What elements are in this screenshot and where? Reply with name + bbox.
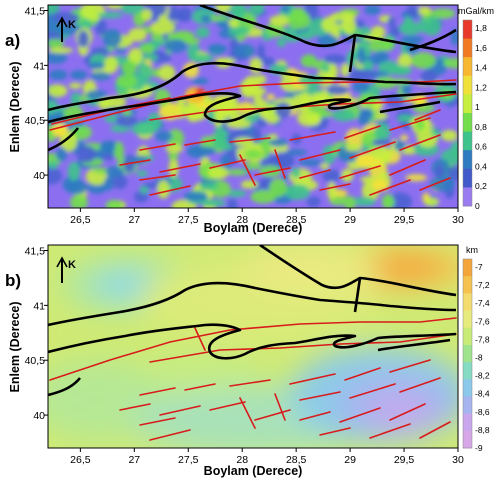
x-axis-title-b: Boylam (Derece) [204, 464, 303, 478]
colorbar-label: -7,4 [475, 298, 490, 308]
x-tick-label: 29 [344, 214, 356, 226]
colorbar-label: -8 [475, 353, 483, 363]
colorbar-a: 1,8 1,6 1,4 1,2 1 0,8 0,6 0,4 0,2 0 mGal/km [458, 6, 494, 211]
x-tick-label: 26,5 [70, 214, 91, 226]
basement-depth-map [48, 245, 458, 448]
colorbar-label: 0,4 [475, 161, 487, 171]
colorbar-segment [463, 430, 472, 449]
north-arrow-a: K [56, 16, 76, 42]
colorbar-segment [463, 293, 472, 312]
y-tick-label: 40 [33, 170, 45, 182]
map-frame-b [47, 244, 459, 449]
y-axis-title-b: Enlem (Derece) [8, 301, 22, 392]
y-tick-label: 41 [33, 300, 45, 312]
colorbar-label: 1,2 [475, 82, 487, 92]
gravity-gradient-map [48, 5, 458, 208]
y-axis-b: 41,5 41 40,5 40 [25, 245, 48, 422]
x-tick-label: 30 [452, 454, 464, 466]
colorbar-label: -8,2 [475, 371, 490, 381]
y-tick-label: 41,5 [25, 245, 46, 257]
colorbar-segment [463, 187, 472, 207]
colorbar-unit: km [466, 245, 478, 255]
colorbar-label: -7,8 [475, 334, 490, 344]
x-tick-label: 28 [236, 214, 248, 226]
x-tick-label: 30 [452, 214, 464, 226]
y-axis-a: 41,5 41 40,5 40 [25, 5, 48, 182]
x-tick-label: 28 [236, 454, 248, 466]
colorbar-label: 1,4 [475, 63, 487, 73]
x-axis-b: 26,5 27 27,5 28 28,5 29 29,5 30 [70, 448, 464, 466]
colorbar-segment [463, 344, 472, 363]
x-tick-label: 27 [128, 454, 140, 466]
panel-letter-b: b) [5, 271, 21, 290]
panel-letter-a: a) [5, 31, 20, 50]
x-tick-label: 28,5 [286, 454, 307, 466]
colorbar-label: 1,6 [475, 43, 487, 53]
colorbar-segment [463, 20, 472, 40]
colorbar-label: -8,4 [475, 389, 490, 399]
colorbar-frame [462, 19, 473, 207]
colorbar-segment [463, 113, 472, 133]
x-tick-label: 27,5 [178, 214, 199, 226]
coastline-b [48, 245, 457, 397]
colorbar-label: -7,6 [475, 316, 490, 326]
y-tick-label: 41,5 [25, 5, 46, 17]
colorbar-segment [463, 327, 472, 346]
colorbar-label: 0 [475, 201, 480, 211]
x-tick-label: 29 [344, 454, 356, 466]
y-tick-label: 40,5 [25, 115, 46, 127]
colorbar-segment [463, 94, 472, 114]
x-tick-label: 29,5 [394, 214, 415, 226]
colorbar-segment [463, 38, 472, 58]
colorbar-label: -7,2 [475, 280, 490, 290]
y-tick-label: 41 [33, 60, 45, 72]
colorbar-segment [463, 413, 472, 432]
colorbar-label: -7 [475, 262, 483, 272]
colorbar-segment [463, 259, 472, 277]
colorbar-label: 1 [475, 102, 480, 112]
colorbar-segment [463, 131, 472, 151]
colorbar-segment [463, 379, 472, 397]
y-axis-title-a: Enlem (Derece) [8, 61, 22, 152]
map-frame-a [47, 4, 459, 209]
faults-b [49, 317, 457, 441]
colorbar-label: 0,2 [475, 181, 487, 191]
north-label-a: K [68, 19, 76, 31]
colorbar-label: 0,8 [475, 122, 487, 132]
colorbar-segment [463, 57, 472, 77]
panel-b: b) K 26,5 27 27,5 28 28,5 29 29,5 30 41,5 41 40,5… [5, 244, 490, 478]
x-tick-label: 26,5 [70, 454, 91, 466]
colorbar-segment [463, 150, 472, 170]
x-tick-label: 29,5 [394, 454, 415, 466]
colorbar-label: 0,6 [475, 142, 487, 152]
colorbar-segment [463, 396, 472, 415]
x-axis-a: 26,5 27 27,5 28 28,5 29 29,5 30 [70, 208, 464, 226]
coastline-a [48, 5, 457, 152]
x-axis-title-a: Boylam (Derece) [204, 221, 303, 235]
north-arrow-b: K [56, 256, 76, 283]
y-tick-label: 40,5 [25, 355, 46, 367]
colorbar-unit: mGal/km [458, 6, 494, 16]
colorbar-segment [463, 362, 472, 380]
colorbar-segment [463, 75, 472, 95]
north-label-b: K [68, 259, 76, 271]
x-tick-label: 27 [128, 214, 140, 226]
colorbar-frame [462, 258, 473, 449]
colorbar-segment [463, 310, 472, 329]
panel-a: a) K 26,5 27 27,5 28 28,5 29 29,5 30 41,5 41 40,5… [5, 4, 494, 235]
colorbar-segment [463, 276, 472, 294]
colorbar-label: 1,8 [475, 23, 487, 33]
x-tick-label: 28,5 [286, 214, 307, 226]
colorbar-b: -7 -7,2 -7,4 -7,6 -7,8 -8 -8,2 -8,4 -8,6 -8,8 -9 km [462, 245, 490, 453]
colorbar-label: -8,8 [475, 425, 490, 435]
colorbar-segment [463, 168, 472, 188]
colorbar-label: -8,6 [475, 407, 490, 417]
y-tick-label: 40 [33, 410, 45, 422]
x-tick-label: 27,5 [178, 454, 199, 466]
colorbar-label: -9 [475, 443, 483, 453]
